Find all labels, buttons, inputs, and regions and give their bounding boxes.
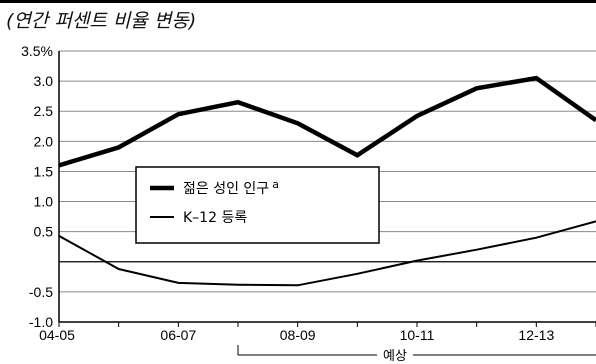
x-tick-label: 12-13: [518, 327, 554, 343]
x-tick-label: 08-09: [280, 327, 316, 343]
y-tick-label: 3.0: [34, 73, 54, 89]
x-tick-label: 10-11: [400, 327, 435, 343]
y-tick-label: -1.0: [29, 314, 53, 330]
y-tick-label: -0.5: [29, 284, 53, 300]
projection-label: 예상: [383, 349, 407, 364]
y-tick-label: 0.5: [34, 224, 54, 240]
legend-label: K–12 등록: [183, 210, 247, 226]
y-tick-label: 2.5: [34, 103, 54, 119]
y-tick-label: 2.0: [34, 133, 54, 149]
y-tick-label: 1.5: [34, 163, 54, 179]
y-tick-label: 3.5%: [21, 43, 53, 59]
legend-box: [135, 166, 380, 244]
x-tick-label: 04-05: [39, 327, 75, 343]
series-line-young-adults: [58, 75, 596, 168]
top-rule: [0, 0, 596, 3]
x-tick-label: 06-07: [160, 327, 196, 343]
legend-label: 젊은 성인 인구 a: [183, 178, 279, 197]
chart-subtitle: (연간 퍼센트 비율 변동): [6, 10, 197, 32]
legend-superscript: a: [272, 178, 279, 191]
y-tick-label: 1.0: [34, 194, 54, 210]
series-line-k12: [58, 220, 596, 287]
